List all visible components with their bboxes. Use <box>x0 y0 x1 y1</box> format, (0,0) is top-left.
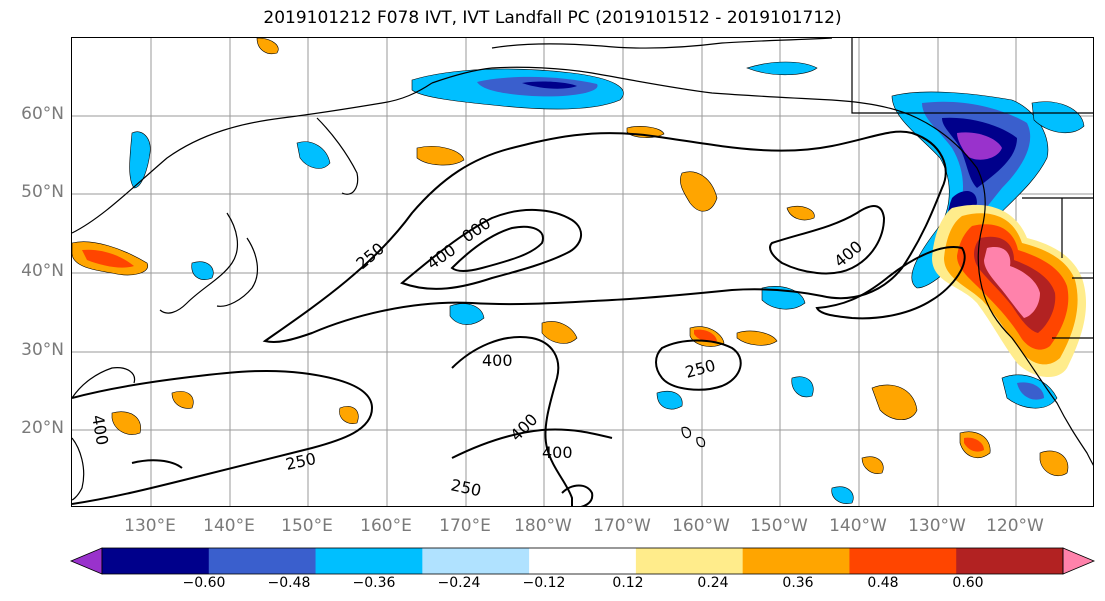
positive-anomaly-fills <box>72 38 1087 477</box>
colorbar-tick: −0.36 <box>352 575 396 591</box>
colorbar-extend-low <box>69 547 103 575</box>
coastlines <box>72 38 1093 501</box>
contour-label: 250 <box>352 239 388 273</box>
colorbar-tick: 0.48 <box>867 575 899 591</box>
contour-label: 400 <box>482 351 513 370</box>
colorbar-tick: 0.24 <box>697 575 729 591</box>
contour-label: 400 <box>542 443 573 462</box>
colorbar-tick: −0.48 <box>267 575 311 591</box>
lon-label-150e: 150°E <box>281 516 333 536</box>
lon-label-170e: 170°E <box>439 516 491 536</box>
contour-label: 250 <box>683 356 717 382</box>
colorbar-swatch <box>529 548 637 574</box>
colorbar-tick: −0.12 <box>522 575 566 591</box>
colorbar-swatch <box>849 548 957 574</box>
contour-label: 250 <box>449 475 483 500</box>
graticule <box>72 38 1093 506</box>
contour-label-group: 250 400 000 400 400 250 400 250 400 400 … <box>88 213 866 500</box>
lon-label-180w: 180°W <box>514 516 572 536</box>
map-title: 2019101212 F078 IVT, IVT Landfall PC (20… <box>263 8 842 28</box>
colorbar-swatch <box>208 548 317 574</box>
lat-label-60n: 60°N <box>21 104 64 124</box>
contour-label: 000 <box>458 213 494 246</box>
contour-label: 400 <box>88 413 112 446</box>
lon-label-160w: 160°W <box>672 516 730 536</box>
colorbar-swatch <box>635 548 744 574</box>
lat-label-50n: 50°N <box>21 182 64 202</box>
colorbar-swatch <box>956 548 1064 574</box>
lat-label-30n: 30°N <box>21 340 64 360</box>
ivt-contours <box>72 130 966 506</box>
map-svg: 250 400 000 400 400 250 400 250 400 400 … <box>72 38 1093 506</box>
contour-label: 400 <box>830 237 866 271</box>
colorbar-swatch <box>422 548 530 574</box>
colorbar-tick: −0.24 <box>437 575 481 591</box>
colorbar-tick: 0.36 <box>782 575 814 591</box>
contour-label: 400 <box>506 410 541 445</box>
lat-label-40n: 40°N <box>21 261 64 281</box>
lon-label-130w: 130°W <box>908 516 966 536</box>
negative-anomaly-fills <box>129 61 1085 504</box>
lon-label-150w: 150°W <box>750 516 808 536</box>
colorbar-swatch <box>315 548 423 574</box>
lon-label-160e: 160°E <box>360 516 412 536</box>
colorbar-tick: −0.60 <box>182 575 226 591</box>
colorbar-extend-high <box>1062 547 1096 575</box>
colorbar <box>69 547 1096 575</box>
lon-label-170w: 170°W <box>593 516 651 536</box>
contour-label: 250 <box>284 449 318 474</box>
colorbar-border <box>101 547 1064 575</box>
colorbar-swatch <box>102 548 210 574</box>
colorbar-tick: 0.60 <box>952 575 984 591</box>
lat-label-20n: 20°N <box>21 418 64 438</box>
colorbar-swatch <box>742 548 850 574</box>
lon-label-120w: 120°W <box>986 516 1044 536</box>
lon-label-130e: 130°E <box>124 516 176 536</box>
colorbar-tick: 0.12 <box>612 575 644 591</box>
lon-label-140e: 140°E <box>203 516 255 536</box>
lon-label-140w: 140°W <box>829 516 887 536</box>
map-panel: 250 400 000 400 400 250 400 250 400 400 … <box>71 37 1094 507</box>
